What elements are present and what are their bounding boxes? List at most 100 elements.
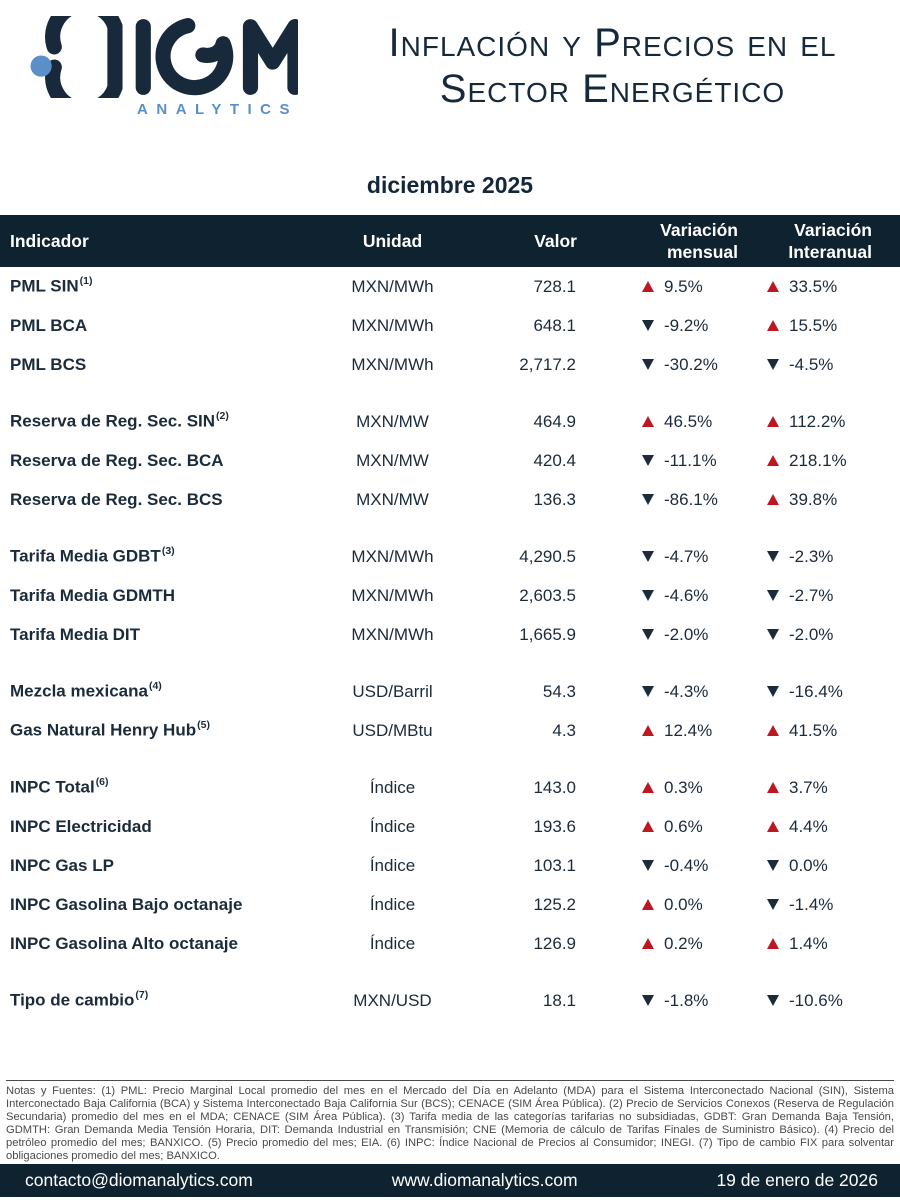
table-row: INPC Gas LP Índice 103.1 -0.4% 0.0% xyxy=(0,846,900,885)
col-header-variacion-interanual-line2: Interanual xyxy=(788,242,872,262)
indicator-value: 126.9 xyxy=(533,933,576,953)
footnote-ref: (3) xyxy=(161,545,175,558)
diom-logo: ANALYTICS xyxy=(30,16,298,118)
unit-value: Índice xyxy=(369,855,416,875)
website-link[interactable]: www.diomanalytics.com xyxy=(391,1170,578,1190)
monthly-variation-value: -4.7% xyxy=(664,546,709,566)
unit-value: USD/MBtu xyxy=(352,720,433,740)
down-triangle-icon xyxy=(642,629,654,640)
down-triangle-icon xyxy=(642,359,654,370)
footnote-ref: (1) xyxy=(79,275,93,288)
table-row: PML BCS MXN/MWh 2,717.2 -30.2% -4.5% xyxy=(0,345,900,384)
monthly-variation-value: 0.0% xyxy=(664,894,703,914)
yearly-variation-value: 3.7% xyxy=(789,777,828,797)
yearly-variation-value: 112.2% xyxy=(789,411,846,431)
indicator-label: INPC Total(6) xyxy=(10,776,109,797)
footnote-ref: (6) xyxy=(95,776,109,789)
down-triangle-icon xyxy=(767,860,779,871)
monthly-variation-cell: -86.1% xyxy=(590,490,740,510)
up-triangle-icon xyxy=(767,821,779,832)
table-row: INPC Gasolina Bajo octanaje Índice 125.2 0.… xyxy=(0,885,900,924)
unit-value: MXN/MW xyxy=(356,489,429,509)
indicator-group: INPC Total(6) Índice 143.0 0.3% 3.7% INPC Ele… xyxy=(0,768,900,963)
yearly-variation-value: 15.5% xyxy=(789,315,838,335)
down-triangle-icon xyxy=(642,995,654,1006)
monthly-variation-value: -0.4% xyxy=(664,855,709,875)
table-row: INPC Gasolina Alto octanaje Índice 126.9 0.… xyxy=(0,924,900,963)
indicator-label: PML BCS xyxy=(10,354,87,374)
monthly-variation-value: 0.6% xyxy=(664,816,703,836)
unit-value: MXN/MWh xyxy=(351,315,434,335)
monthly-variation-value: -9.2% xyxy=(664,315,709,335)
yearly-variation-cell: 15.5% xyxy=(740,316,900,336)
table-header: Indicador Unidad Valor Variación mensual… xyxy=(0,215,900,267)
indicator-group: Reserva de Reg. Sec. SIN(2) MXN/MW 464.9 46… xyxy=(0,402,900,519)
indicator-value: 2,717.2 xyxy=(519,354,576,374)
table-row: Tarifa Media GDBT(3) MXN/MWh 4,290.5 -4.7% -… xyxy=(0,537,900,576)
yearly-variation-value: -4.5% xyxy=(789,354,834,374)
page-title-line2: Sector Energético xyxy=(439,67,786,111)
yearly-variation-cell: 1.4% xyxy=(740,934,900,954)
up-triangle-icon xyxy=(642,821,654,832)
yearly-variation-value: -10.6% xyxy=(789,990,843,1010)
contact-email[interactable]: contacto@diomanalytics.com xyxy=(25,1170,253,1190)
up-triangle-icon xyxy=(642,725,654,736)
indicator-label: Tarifa Media GDBT(3) xyxy=(10,545,175,566)
col-header-variacion-mensual-line2: mensual xyxy=(667,242,738,262)
down-triangle-icon xyxy=(767,686,779,697)
unit-value: MXN/MW xyxy=(356,450,429,470)
indicator-label: INPC Electricidad xyxy=(10,816,152,836)
down-triangle-icon xyxy=(642,455,654,466)
indicator-value: 193.6 xyxy=(533,816,576,836)
yearly-variation-value: 0.0% xyxy=(789,855,828,875)
table-body: PML SIN(1) MXN/MWh 728.1 9.5% 33.5% PML BCA MX… xyxy=(0,267,900,1038)
monthly-variation-value: 12.4% xyxy=(664,720,713,740)
table-row: Gas Natural Henry Hub(5) USD/MBtu 4.3 12.4%… xyxy=(0,711,900,750)
yearly-variation-cell: -10.6% xyxy=(740,991,900,1011)
indicator-label: Tarifa Media GDMTH xyxy=(10,585,175,605)
yearly-variation-value: -1.4% xyxy=(789,894,834,914)
monthly-variation-value: -1.8% xyxy=(664,990,709,1010)
unit-value: MXN/MW xyxy=(356,411,429,431)
diom-logo-icon xyxy=(30,16,298,98)
monthly-variation-cell: 46.5% xyxy=(590,412,740,432)
down-triangle-icon xyxy=(642,320,654,331)
up-triangle-icon xyxy=(642,782,654,793)
yearly-variation-cell: -4.5% xyxy=(740,355,900,375)
footnote-ref: (7) xyxy=(135,989,149,1002)
down-triangle-icon xyxy=(642,686,654,697)
yearly-variation-cell: 39.8% xyxy=(740,490,900,510)
up-triangle-icon xyxy=(767,782,779,793)
indicator-group: PML SIN(1) MXN/MWh 728.1 9.5% 33.5% PML BCA MX… xyxy=(0,267,900,384)
down-triangle-icon xyxy=(767,899,779,910)
monthly-variation-value: -30.2% xyxy=(664,354,718,374)
monthly-variation-value: -11.1% xyxy=(664,450,717,470)
unit-value: Índice xyxy=(369,894,416,914)
monthly-variation-cell: -9.2% xyxy=(590,316,740,336)
table-row: Tipo de cambio(7) MXN/USD 18.1 -1.8% -10.6% xyxy=(0,981,900,1020)
up-triangle-icon xyxy=(642,416,654,427)
indicator-label: INPC Gas LP xyxy=(10,855,114,875)
indicator-value: 464.9 xyxy=(533,411,576,431)
monthly-variation-cell: 0.3% xyxy=(590,778,740,798)
unit-value: Índice xyxy=(369,816,416,836)
down-triangle-icon xyxy=(767,629,779,640)
logo-dot-icon xyxy=(30,55,52,77)
up-triangle-icon xyxy=(767,938,779,949)
indicator-value: 103.1 xyxy=(533,855,576,875)
yearly-variation-cell: -2.0% xyxy=(740,625,900,645)
col-header-variacion-interanual-line1: Variación xyxy=(794,220,872,240)
monthly-variation-cell: 9.5% xyxy=(590,277,740,297)
period-label: diciembre 2025 xyxy=(366,172,534,198)
indicator-value: 4.3 xyxy=(552,720,576,740)
yearly-variation-value: -16.4% xyxy=(789,681,843,701)
yearly-variation-cell: 41.5% xyxy=(740,721,900,741)
yearly-variation-value: 218.1% xyxy=(789,450,847,470)
footnote-ref: (5) xyxy=(197,719,210,732)
indicator-label: PML BCA xyxy=(10,315,88,335)
indicator-label: PML SIN(1) xyxy=(10,275,93,296)
monthly-variation-cell: -2.0% xyxy=(590,625,740,645)
indicator-label: Tipo de cambio(7) xyxy=(10,989,149,1010)
col-header-unidad: Unidad xyxy=(362,230,423,251)
table-row: Reserva de Reg. Sec. BCS MXN/MW 136.3 -86.1… xyxy=(0,480,900,519)
